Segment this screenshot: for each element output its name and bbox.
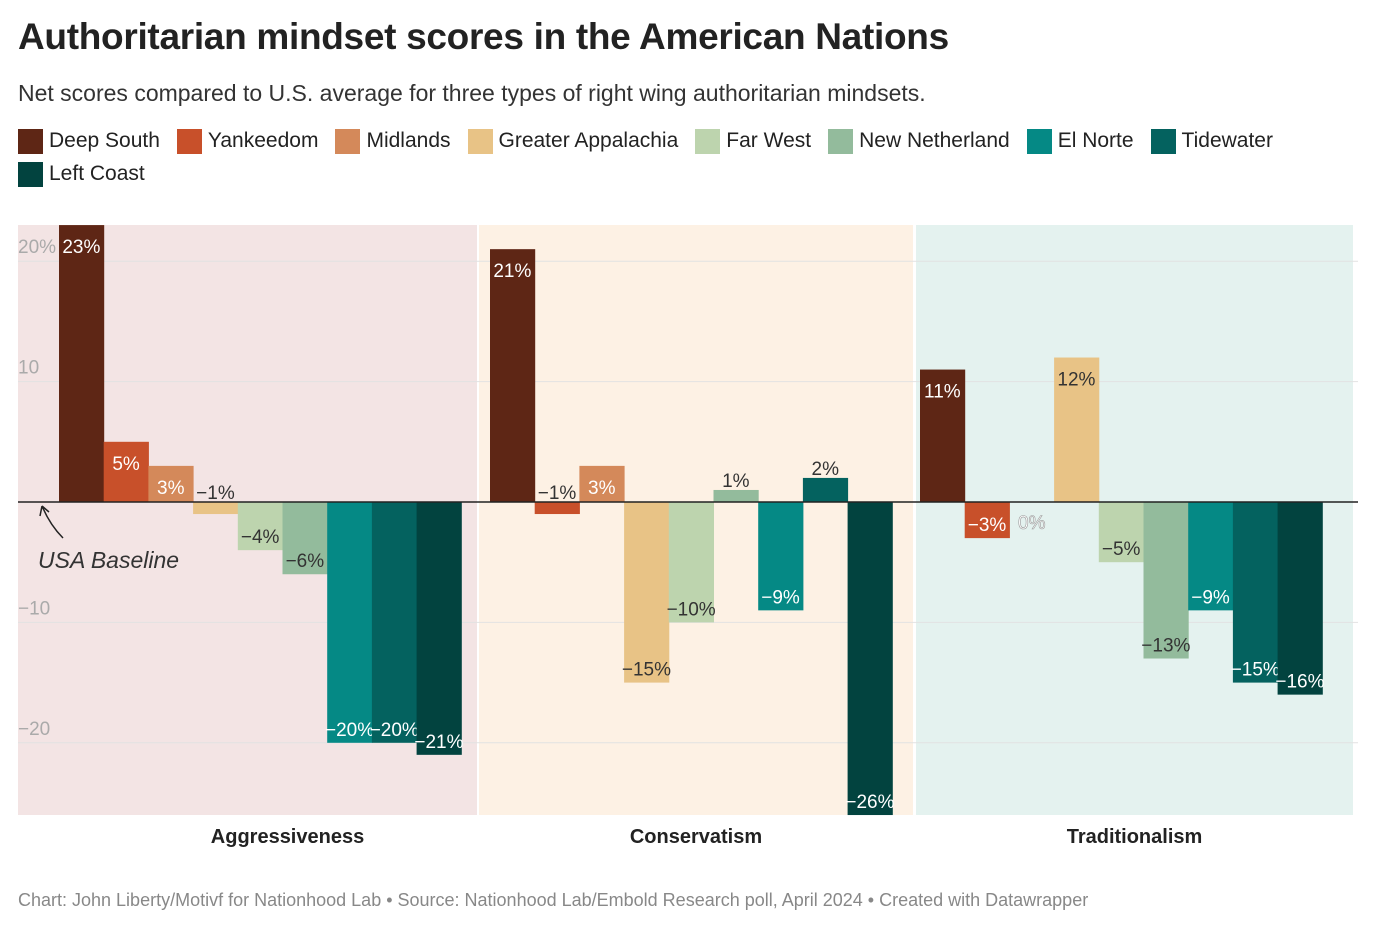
legend-swatch xyxy=(1150,128,1176,154)
bar xyxy=(758,502,804,611)
data-label: 23% xyxy=(62,237,100,258)
y-tick-label: −20 xyxy=(18,719,50,740)
data-label: −1% xyxy=(538,483,577,504)
data-label: 12% xyxy=(1057,370,1095,391)
bar xyxy=(579,465,625,502)
data-label: −13% xyxy=(1141,636,1190,657)
data-label: −5% xyxy=(1102,539,1141,560)
bar xyxy=(920,369,966,502)
x-category-label: Conservatism xyxy=(630,826,762,848)
data-label: −4% xyxy=(241,527,280,548)
bar xyxy=(1098,502,1144,563)
legend-swatch xyxy=(335,128,361,154)
data-label: −3% xyxy=(968,515,1007,536)
bar xyxy=(847,502,893,816)
legend-item: Deep South xyxy=(18,128,160,154)
legend-swatch xyxy=(18,128,43,154)
data-label: 2% xyxy=(812,459,840,480)
legend-item: El Norte xyxy=(1026,128,1134,154)
data-label: 5% xyxy=(112,454,140,475)
x-category-label: Aggressiveness xyxy=(211,826,364,848)
y-tick-label: 20% xyxy=(18,237,56,258)
legend-swatch xyxy=(1026,128,1052,154)
data-label: −9% xyxy=(761,587,800,608)
data-label: −20% xyxy=(325,720,374,741)
legend-label: Yankeedom xyxy=(207,129,319,152)
bar xyxy=(624,502,670,683)
arrow-icon xyxy=(39,505,64,539)
data-label: 3% xyxy=(157,478,185,499)
legend-swatch xyxy=(828,128,854,154)
bar xyxy=(327,502,373,743)
data-label: 3% xyxy=(588,478,616,499)
bar xyxy=(668,502,714,623)
baseline-annotation: USA Baseline xyxy=(38,547,179,573)
chart-title: Authoritarian mindset scores in the Amer… xyxy=(18,16,949,57)
legend-item: Tidewater xyxy=(1150,128,1273,154)
bar xyxy=(802,477,849,502)
data-label: 11% xyxy=(924,382,961,403)
legend-label: Deep South xyxy=(49,129,160,152)
legend-label: Left Coast xyxy=(49,162,145,185)
data-label: 0% xyxy=(1018,513,1046,534)
data-label: −10% xyxy=(667,599,716,620)
data-label: 21% xyxy=(493,261,531,282)
data-label: −9% xyxy=(1191,587,1230,608)
legend-swatch xyxy=(18,161,43,187)
data-label: −15% xyxy=(1231,660,1280,681)
bar xyxy=(103,441,149,502)
legend-label: Tidewater xyxy=(1181,129,1273,152)
bar xyxy=(490,249,536,502)
data-label: −26% xyxy=(845,792,894,813)
legend: Deep South Yankeedom Midlands Greater Appal… xyxy=(18,128,1338,187)
legend-label: Midlands xyxy=(366,129,451,152)
legend-item: Midlands xyxy=(335,128,451,154)
data-label: −1% xyxy=(196,483,235,504)
legend-label: Far West xyxy=(726,129,812,152)
legend-swatch xyxy=(695,128,721,154)
data-label: 1% xyxy=(722,471,750,492)
bar xyxy=(59,225,105,502)
bar xyxy=(237,502,283,551)
legend-label: New Netherland xyxy=(859,129,1010,152)
data-label: −6% xyxy=(286,551,325,572)
y-tick-label: 10 xyxy=(18,358,39,379)
bar xyxy=(1054,357,1100,502)
bar xyxy=(534,502,580,515)
bar xyxy=(282,502,328,575)
legend-label: Greater Appalachia xyxy=(498,129,679,152)
data-label: −16% xyxy=(1275,672,1324,693)
chart-footer: Chart: John Liberty/Motivf for Nationhoo… xyxy=(18,890,1089,910)
data-label: −20% xyxy=(370,720,419,741)
legend-item: Far West xyxy=(695,128,811,154)
legend-item: Yankeedom xyxy=(176,128,319,154)
bar xyxy=(148,465,194,502)
legend-swatch xyxy=(467,128,493,154)
bar xyxy=(1143,502,1189,659)
x-category-label: Traditionalism xyxy=(1067,826,1203,848)
legend-item: New Netherland xyxy=(828,128,1010,154)
legend-label: El Norte xyxy=(1057,129,1134,152)
bar xyxy=(193,502,239,515)
chart-subtitle: Net scores compared to U.S. average for … xyxy=(18,80,926,106)
legend-swatch xyxy=(176,128,202,154)
legend-item: Greater Appalachia xyxy=(467,128,679,154)
legend-item: Left Coast xyxy=(18,161,145,187)
y-tick-label: −10 xyxy=(18,598,50,619)
bar xyxy=(416,502,462,755)
data-label: −15% xyxy=(622,660,671,681)
bar xyxy=(1277,502,1323,695)
data-label: −21% xyxy=(414,732,463,753)
bar xyxy=(1188,502,1234,611)
bar xyxy=(1232,502,1279,683)
bar xyxy=(964,502,1010,539)
bar xyxy=(371,502,418,743)
bar xyxy=(713,489,759,502)
